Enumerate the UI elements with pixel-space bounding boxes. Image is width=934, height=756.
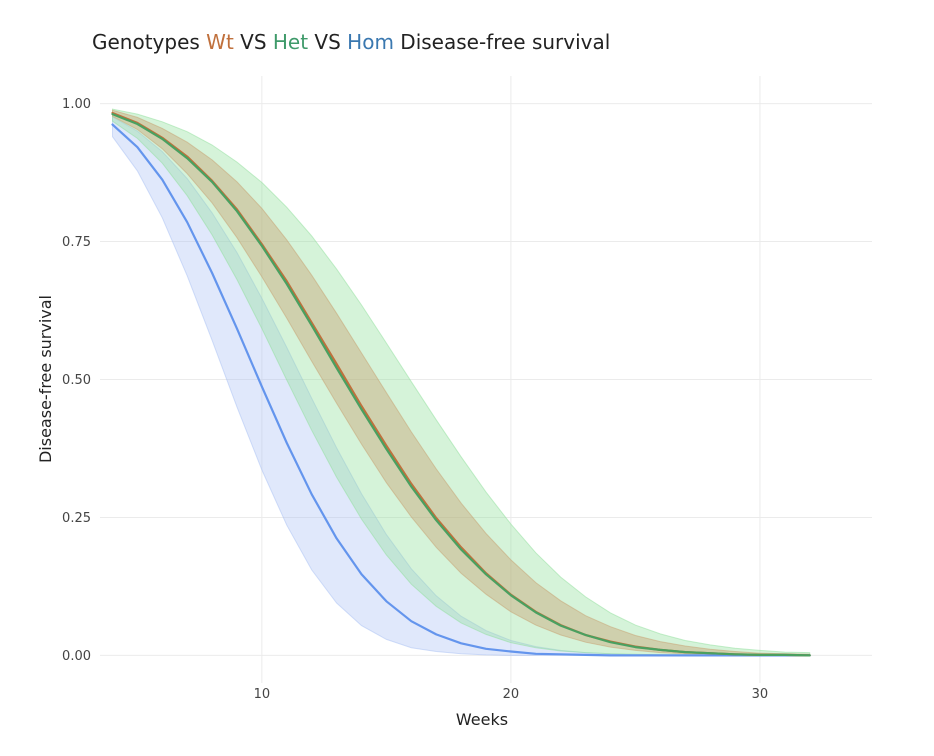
title-suffix: Disease-free survival bbox=[393, 30, 611, 54]
point-het bbox=[435, 519, 437, 521]
point-hom bbox=[435, 634, 437, 636]
point-hom bbox=[460, 643, 462, 645]
point-hom bbox=[186, 221, 188, 223]
point-hom bbox=[411, 620, 413, 622]
point-het bbox=[485, 574, 487, 576]
point-het bbox=[336, 367, 338, 369]
point-het bbox=[684, 651, 686, 653]
point-hom bbox=[311, 494, 313, 496]
point-hom bbox=[610, 655, 612, 657]
y-tick-label: 1.00 bbox=[62, 97, 91, 112]
point-hom bbox=[535, 653, 537, 655]
point-hom bbox=[112, 124, 114, 126]
point-het bbox=[784, 654, 786, 656]
point-het bbox=[535, 612, 537, 614]
point-het bbox=[610, 641, 612, 643]
x-tick-label: 20 bbox=[503, 687, 520, 702]
point-het bbox=[137, 123, 139, 125]
point-het bbox=[286, 283, 288, 285]
axis-ticks: 0.00 0.25 0.50 0.75 1.00 10 20 30 bbox=[62, 97, 768, 702]
y-tick-label: 0.50 bbox=[62, 373, 91, 388]
point-het bbox=[261, 245, 263, 247]
title-vs-1: VS bbox=[233, 30, 273, 54]
title-vs-2: VS bbox=[308, 30, 348, 54]
point-het bbox=[186, 157, 188, 159]
point-hom bbox=[261, 386, 263, 388]
point-hom bbox=[361, 574, 363, 576]
point-hom bbox=[660, 655, 662, 657]
point-hom bbox=[684, 655, 686, 657]
confidence-bands bbox=[112, 108, 811, 656]
line-het bbox=[111, 113, 811, 657]
y-tick-label: 0.00 bbox=[62, 649, 91, 664]
point-het bbox=[411, 486, 413, 488]
point-het bbox=[660, 649, 662, 651]
x-axis-title: Weeks bbox=[456, 710, 508, 729]
point-het bbox=[386, 448, 388, 450]
point-hom bbox=[485, 648, 487, 650]
title-wt: Wt bbox=[206, 30, 234, 54]
title-hom: Hom bbox=[347, 30, 394, 54]
band-wt bbox=[112, 109, 811, 656]
point-hom bbox=[709, 655, 711, 657]
point-hom bbox=[585, 654, 587, 656]
line-hom bbox=[111, 123, 811, 657]
point-het bbox=[211, 181, 213, 183]
point-het bbox=[560, 625, 562, 627]
chart-title: Genotypes Wt VS Het VS Hom Disease-free … bbox=[92, 30, 610, 54]
point-wt bbox=[336, 363, 338, 365]
x-tick-label: 10 bbox=[254, 687, 271, 702]
point-het bbox=[510, 595, 512, 597]
point-hom bbox=[137, 146, 139, 148]
survival-lines bbox=[111, 111, 811, 657]
point-het bbox=[112, 113, 114, 115]
point-het bbox=[236, 210, 238, 212]
point-hom bbox=[236, 328, 238, 330]
point-het bbox=[709, 652, 711, 654]
point-het bbox=[759, 654, 761, 656]
point-het bbox=[635, 646, 637, 648]
point-het bbox=[460, 549, 462, 551]
point-hom bbox=[560, 654, 562, 656]
y-axis-title: Disease-free survival bbox=[36, 295, 55, 463]
point-het bbox=[734, 654, 736, 656]
title-prefix: Genotypes bbox=[92, 30, 207, 54]
point-hom bbox=[386, 601, 388, 603]
point-hom bbox=[635, 655, 637, 657]
point-het bbox=[585, 634, 587, 636]
y-tick-label: 0.75 bbox=[62, 235, 91, 250]
point-hom bbox=[286, 442, 288, 444]
point-het bbox=[311, 325, 313, 327]
point-hom bbox=[510, 651, 512, 653]
point-het bbox=[809, 655, 811, 657]
point-hom bbox=[211, 272, 213, 274]
point-hom bbox=[336, 538, 338, 540]
title-het: Het bbox=[272, 30, 309, 54]
y-tick-label: 0.25 bbox=[62, 511, 91, 526]
point-het bbox=[162, 138, 164, 140]
point-hom bbox=[162, 179, 164, 181]
x-tick-label: 30 bbox=[752, 687, 769, 702]
point-het bbox=[361, 409, 363, 411]
